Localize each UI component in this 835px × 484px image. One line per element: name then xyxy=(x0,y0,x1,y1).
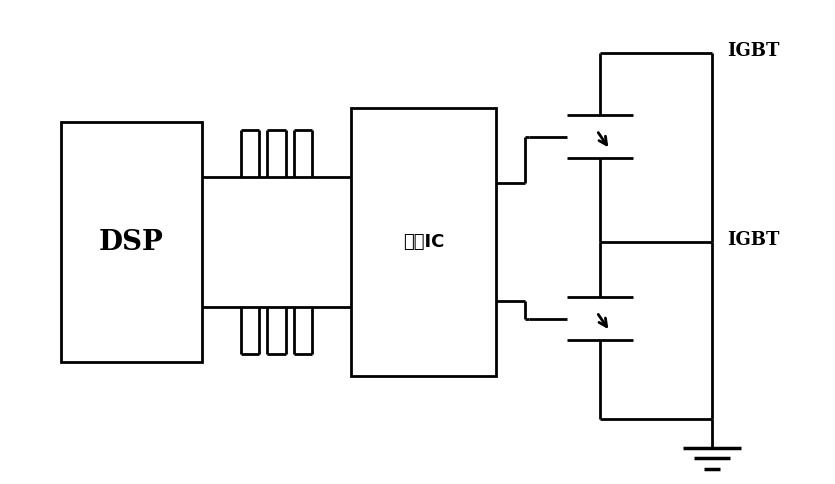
Bar xyxy=(352,108,496,376)
Text: IGBT: IGBT xyxy=(727,42,779,60)
Text: DSP: DSP xyxy=(99,228,164,256)
Bar xyxy=(61,122,202,362)
Text: IGBT: IGBT xyxy=(727,230,779,249)
Text: 驱动IC: 驱动IC xyxy=(403,233,444,251)
